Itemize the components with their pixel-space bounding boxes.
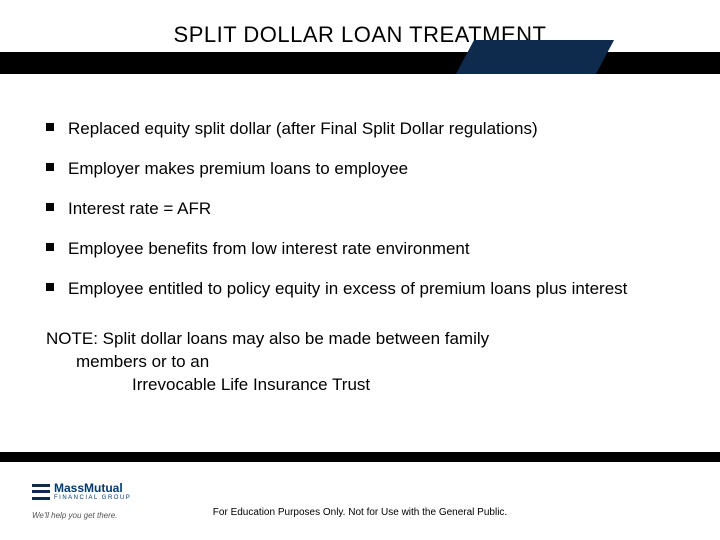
slide-footer: MassMutual FINANCIAL GROUP We'll help yo… — [0, 462, 720, 540]
disclaimer-text: For Education Purposes Only. Not for Use… — [0, 507, 720, 518]
bullet-list: Replaced equity split dollar (after Fina… — [46, 118, 674, 300]
list-item: Employee entitled to policy equity in ex… — [46, 278, 674, 300]
note-line: Irrevocable Life Insurance Trust — [46, 374, 674, 397]
list-item: Interest rate = AFR — [46, 198, 674, 220]
list-item: Employee benefits from low interest rate… — [46, 238, 674, 260]
list-item: Employer makes premium loans to employee — [46, 158, 674, 180]
header-accent-shape — [456, 40, 614, 74]
list-item: Replaced equity split dollar (after Fina… — [46, 118, 674, 140]
header-black-bar — [0, 52, 720, 74]
logo-bars-icon — [32, 484, 50, 500]
logo-sub-text: FINANCIAL GROUP — [54, 495, 131, 501]
logo-main-text: MassMutual — [54, 482, 131, 494]
note-line: NOTE: Split dollar loans may also be mad… — [46, 328, 674, 351]
slide-content: Replaced equity split dollar (after Fina… — [0, 74, 720, 397]
slide-header: SPLIT DOLLAR LOAN TREATMENT — [0, 0, 720, 74]
footer-black-bar — [0, 452, 720, 462]
note-line: members or to an — [46, 351, 674, 374]
slide-title: SPLIT DOLLAR LOAN TREATMENT — [0, 22, 720, 48]
note-block: NOTE: Split dollar loans may also be mad… — [46, 328, 674, 397]
